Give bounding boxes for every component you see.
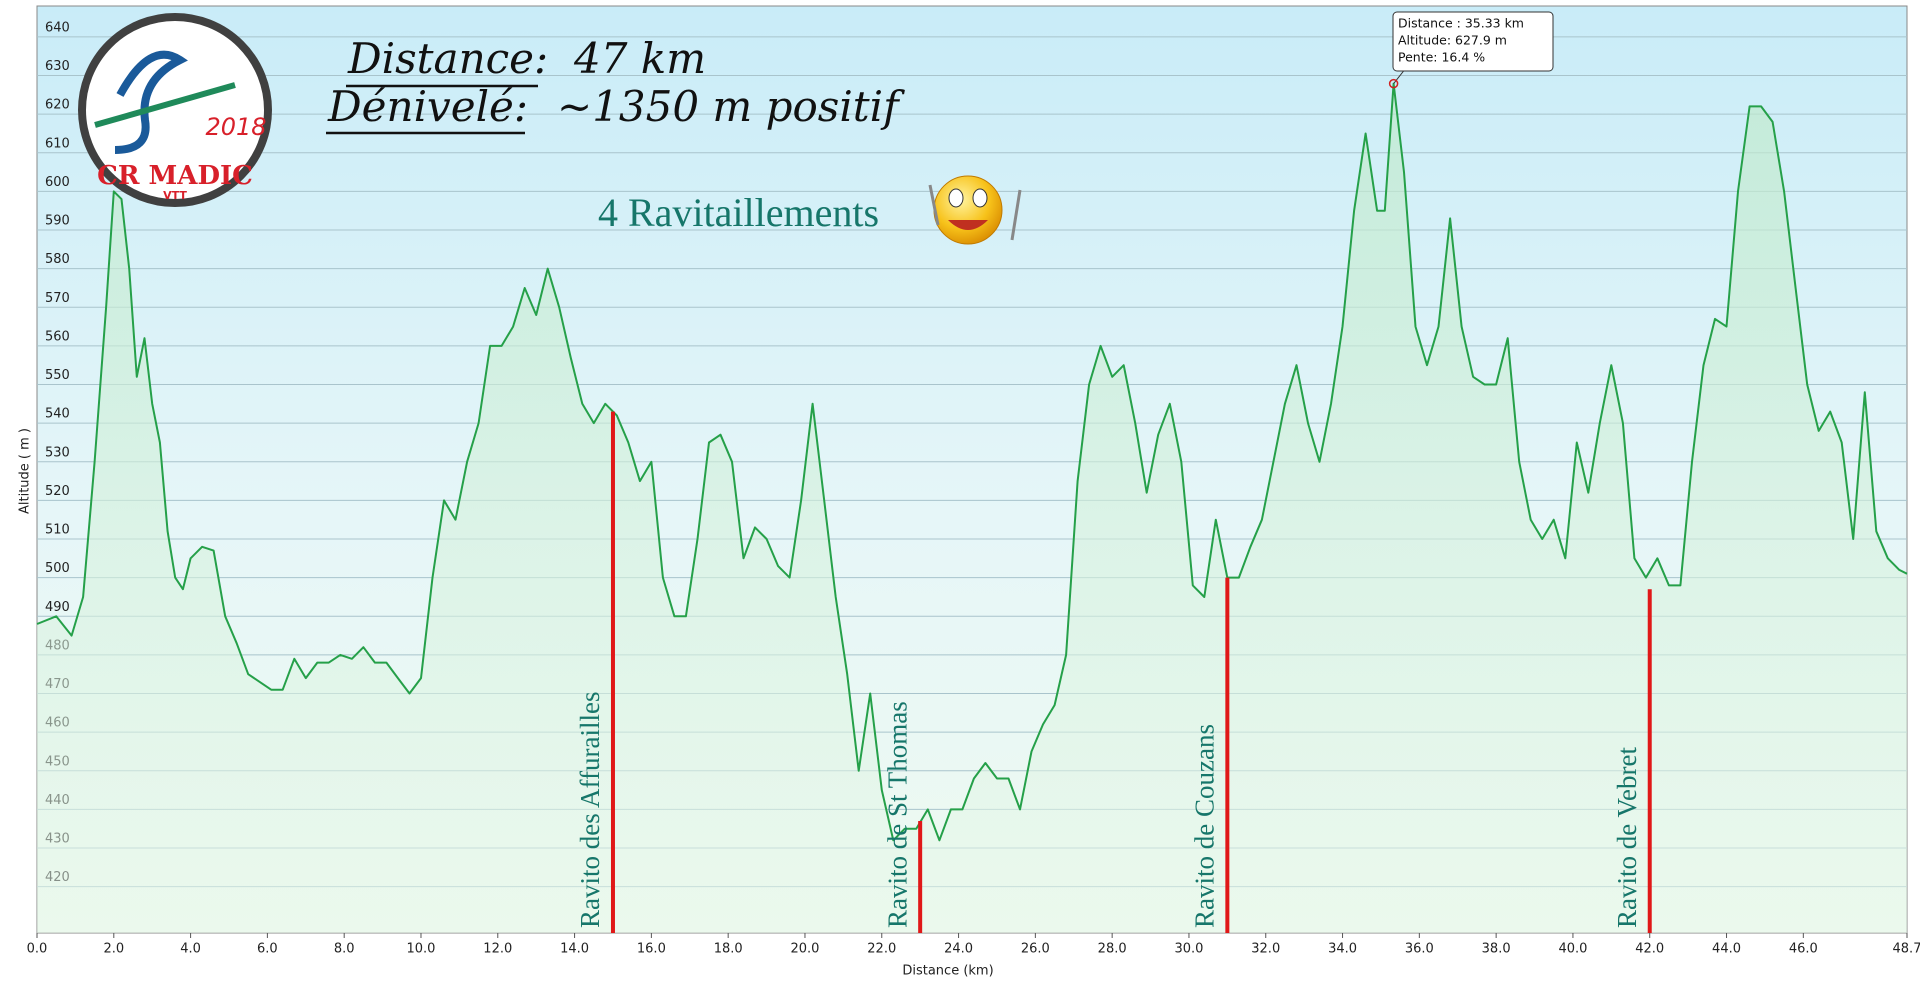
x-tick-label: 12.0 — [483, 942, 512, 957]
logo-sub: VTT — [163, 189, 187, 202]
y-tick-label: 550 — [45, 368, 70, 383]
x-tick-label: 24.0 — [944, 942, 973, 957]
fork — [928, 184, 940, 226]
x-tick-label: 0.0 — [27, 942, 48, 957]
logo-swoosh — [94, 82, 236, 128]
y-axis-title: Altitude ( m ) — [18, 428, 33, 514]
ravito-label: Ravito des Affurailles — [575, 692, 605, 928]
x-tick-label: 44.0 — [1712, 942, 1741, 957]
y-tick-label: 560 — [45, 329, 70, 344]
x-tick-label: 30.0 — [1174, 942, 1203, 957]
x-tick-label: 22.0 — [867, 942, 896, 957]
tooltip-pointer — [1393, 70, 1405, 84]
ravito-label: Ravito de Vebret — [1612, 747, 1642, 928]
logo-year: 2018 — [205, 113, 266, 141]
smiley-eye — [972, 188, 988, 208]
x-axis-title: Distance (km) — [902, 964, 993, 979]
logo-club: CR MADIC — [97, 161, 253, 191]
smiley-face — [933, 175, 1003, 245]
tooltip-line: Altitude: 627.9 m — [1398, 33, 1507, 48]
supply-text: 4 Ravitaillements — [598, 190, 879, 235]
y-tick-label: 570 — [45, 291, 70, 306]
x-tick-label: 20.0 — [790, 942, 819, 957]
x-tick-label: 4.0 — [180, 942, 201, 957]
area — [37, 83, 1907, 934]
x-tick-label: 10.0 — [407, 942, 436, 957]
x-tick-label: 26.0 — [1021, 942, 1050, 957]
elevation-label: Dénivelé: — [327, 82, 528, 131]
y-tick-label: 530 — [45, 445, 70, 460]
x-tick-label: 42.0 — [1635, 942, 1664, 957]
x-tick-label: 6.0 — [257, 942, 278, 957]
y-tick-label: 490 — [45, 600, 70, 615]
tooltip-box — [1392, 11, 1554, 72]
ravito-label: Ravito de St Thomas — [882, 701, 912, 928]
y-tick-label: 520 — [45, 484, 70, 499]
logo-ring — [78, 13, 272, 207]
ravito-label: Ravito de Couzans — [1190, 724, 1220, 928]
logo: 2018 CR MADIC VTT — [78, 13, 272, 207]
y-tick-label: 600 — [45, 175, 70, 190]
x-tick-label: 46.0 — [1789, 942, 1818, 957]
x-tick-label: 28.0 — [1098, 942, 1127, 957]
smiley-eye — [948, 188, 964, 208]
y-tick-label: 590 — [45, 214, 70, 229]
x-tick-label: 40.0 — [1558, 942, 1587, 957]
x-tick-label: 34.0 — [1328, 942, 1357, 957]
tooltip: Distance : 35.33 km Altitude: 627.9 m Pe… — [1392, 11, 1554, 72]
y-tick-label: 610 — [45, 136, 70, 151]
distance-label: Distance: — [347, 34, 548, 83]
tooltip-point — [1388, 78, 1399, 89]
profile-line — [36, 82, 1908, 842]
x-tick-label: 2.0 — [103, 942, 124, 957]
smiley-mouth — [948, 220, 988, 230]
x-tick-label: 18.0 — [714, 942, 743, 957]
smiley — [928, 175, 1022, 245]
y-tick-label: 580 — [45, 252, 70, 267]
x-tick-label: 36.0 — [1405, 942, 1434, 957]
tooltip-line: Distance : 35.33 km — [1398, 16, 1524, 31]
x-tick-label: 38.0 — [1482, 942, 1511, 957]
x-tick-label: 32.0 — [1251, 942, 1280, 957]
distance-value: 47 km — [573, 34, 706, 83]
y-tick-label: 620 — [45, 98, 70, 113]
y-tick-label: 640 — [45, 20, 70, 35]
elevation-value: ~1350 m positif — [557, 82, 905, 131]
knife — [1010, 189, 1022, 241]
y-tick-label: 540 — [45, 407, 70, 422]
y-tick-label: 510 — [45, 523, 70, 538]
y-tick-label: 500 — [45, 561, 70, 576]
tooltip-line: Pente: 16.4 % — [1398, 50, 1485, 65]
x-tick-label: 14.0 — [560, 942, 589, 957]
x-tick-label: 8.0 — [334, 942, 355, 957]
y-tick-label: 630 — [45, 59, 70, 74]
x-tick-label: 48.7 — [1893, 942, 1920, 957]
x-tick-label: 16.0 — [637, 942, 666, 957]
logo-s — [114, 50, 188, 154]
